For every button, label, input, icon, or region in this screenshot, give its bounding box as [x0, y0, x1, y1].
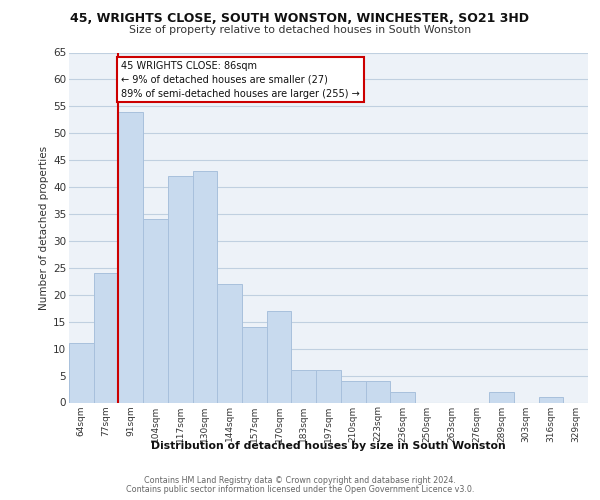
Bar [365, 381, 390, 402]
Bar [267, 311, 292, 402]
Text: Distribution of detached houses by size in South Wonston: Distribution of detached houses by size … [151, 441, 506, 451]
Text: Contains public sector information licensed under the Open Government Licence v3: Contains public sector information licen… [126, 485, 474, 494]
Bar [193, 171, 217, 402]
Text: Size of property relative to detached houses in South Wonston: Size of property relative to detached ho… [129, 25, 471, 35]
Bar [242, 327, 267, 402]
Bar [168, 176, 193, 402]
Bar [118, 112, 143, 403]
Text: Contains HM Land Registry data © Crown copyright and database right 2024.: Contains HM Land Registry data © Crown c… [144, 476, 456, 485]
Y-axis label: Number of detached properties: Number of detached properties [39, 146, 49, 310]
Text: 45 WRIGHTS CLOSE: 86sqm
← 9% of detached houses are smaller (27)
89% of semi-det: 45 WRIGHTS CLOSE: 86sqm ← 9% of detached… [121, 60, 359, 98]
Bar [292, 370, 316, 402]
Bar [341, 381, 365, 402]
Bar [316, 370, 341, 402]
Text: 45, WRIGHTS CLOSE, SOUTH WONSTON, WINCHESTER, SO21 3HD: 45, WRIGHTS CLOSE, SOUTH WONSTON, WINCHE… [71, 12, 530, 26]
Bar [143, 220, 168, 402]
Bar [94, 274, 118, 402]
Bar [539, 397, 563, 402]
Bar [69, 344, 94, 402]
Bar [217, 284, 242, 403]
Bar [489, 392, 514, 402]
Bar [390, 392, 415, 402]
